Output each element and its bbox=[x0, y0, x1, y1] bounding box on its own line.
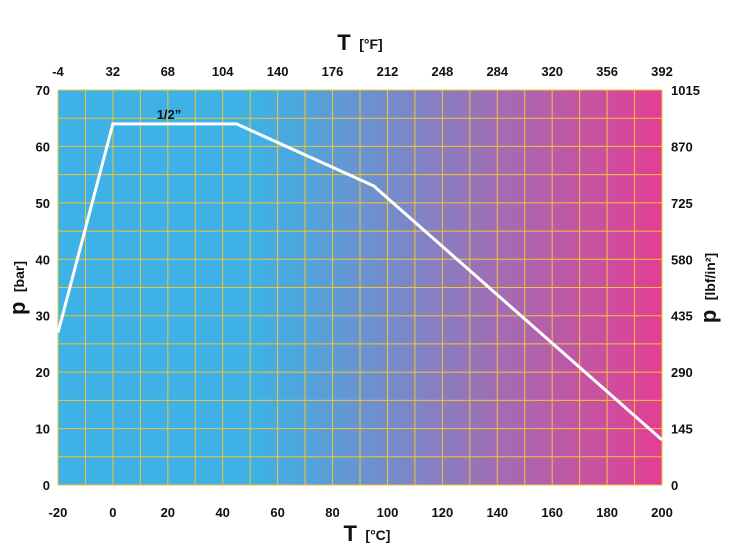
bottom-tick-label: 60 bbox=[270, 505, 284, 520]
right-axis-ticks: 0 145 290 435 580 725 870 1015 bbox=[671, 83, 700, 493]
left-axis-ticks: 0 10 20 30 40 50 60 70 bbox=[36, 83, 50, 493]
bottom-tick-label: 80 bbox=[325, 505, 339, 520]
top-tick-label: 176 bbox=[322, 64, 344, 79]
bottom-tick-label: 160 bbox=[541, 505, 563, 520]
top-tick-label: -4 bbox=[52, 64, 64, 79]
top-tick-label: 356 bbox=[596, 64, 618, 79]
bottom-axis-ticks: -20 0 20 40 60 80 100 120 140 160 180 200 bbox=[49, 505, 673, 520]
bottom-tick-label: 40 bbox=[215, 505, 229, 520]
top-tick-label: 68 bbox=[161, 64, 175, 79]
left-tick-label: 30 bbox=[36, 309, 50, 324]
left-tick-label: 0 bbox=[43, 478, 50, 493]
bottom-tick-label: 100 bbox=[377, 505, 399, 520]
right-tick-label: 870 bbox=[671, 139, 693, 154]
right-tick-label: 435 bbox=[671, 309, 693, 324]
bottom-tick-label: 120 bbox=[432, 505, 454, 520]
top-tick-label: 140 bbox=[267, 64, 289, 79]
bottom-tick-label: 200 bbox=[651, 505, 673, 520]
series-label: 1/2” bbox=[157, 107, 182, 122]
series-line-half-inch bbox=[56, 122, 663, 442]
top-axis-ticks: -4 32 68 104 140 176 212 248 284 320 356 392 bbox=[52, 64, 673, 79]
bottom-tick-label: 20 bbox=[161, 505, 175, 520]
right-tick-label: 145 bbox=[671, 422, 693, 437]
right-tick-label: 0 bbox=[671, 478, 678, 493]
grid bbox=[57, 89, 663, 486]
left-tick-label: 40 bbox=[36, 252, 50, 267]
bottom-axis-title: T [°C] bbox=[344, 521, 391, 546]
left-axis-title: p [bar] bbox=[5, 261, 30, 315]
bottom-tick-label: -20 bbox=[49, 505, 68, 520]
bottom-tick-label: 140 bbox=[486, 505, 508, 520]
top-axis-title: T [°F] bbox=[337, 30, 382, 55]
left-tick-label: 10 bbox=[36, 422, 50, 437]
left-tick-label: 20 bbox=[36, 365, 50, 380]
bottom-tick-label: 180 bbox=[596, 505, 618, 520]
top-tick-label: 104 bbox=[212, 64, 234, 79]
top-tick-label: 320 bbox=[541, 64, 563, 79]
top-tick-label: 248 bbox=[432, 64, 454, 79]
right-tick-label: 725 bbox=[671, 196, 693, 211]
right-tick-label: 290 bbox=[671, 365, 693, 380]
right-tick-label: 580 bbox=[671, 252, 693, 267]
left-tick-label: 50 bbox=[36, 196, 50, 211]
top-tick-label: 284 bbox=[486, 64, 508, 79]
left-tick-label: 70 bbox=[36, 83, 50, 98]
right-axis-title: p [lbf/in²] bbox=[696, 253, 721, 323]
top-tick-label: 212 bbox=[377, 64, 399, 79]
top-tick-label: 392 bbox=[651, 64, 673, 79]
bottom-tick-label: 0 bbox=[109, 505, 116, 520]
top-tick-label: 32 bbox=[106, 64, 120, 79]
right-tick-label: 1015 bbox=[671, 83, 700, 98]
left-tick-label: 60 bbox=[36, 139, 50, 154]
